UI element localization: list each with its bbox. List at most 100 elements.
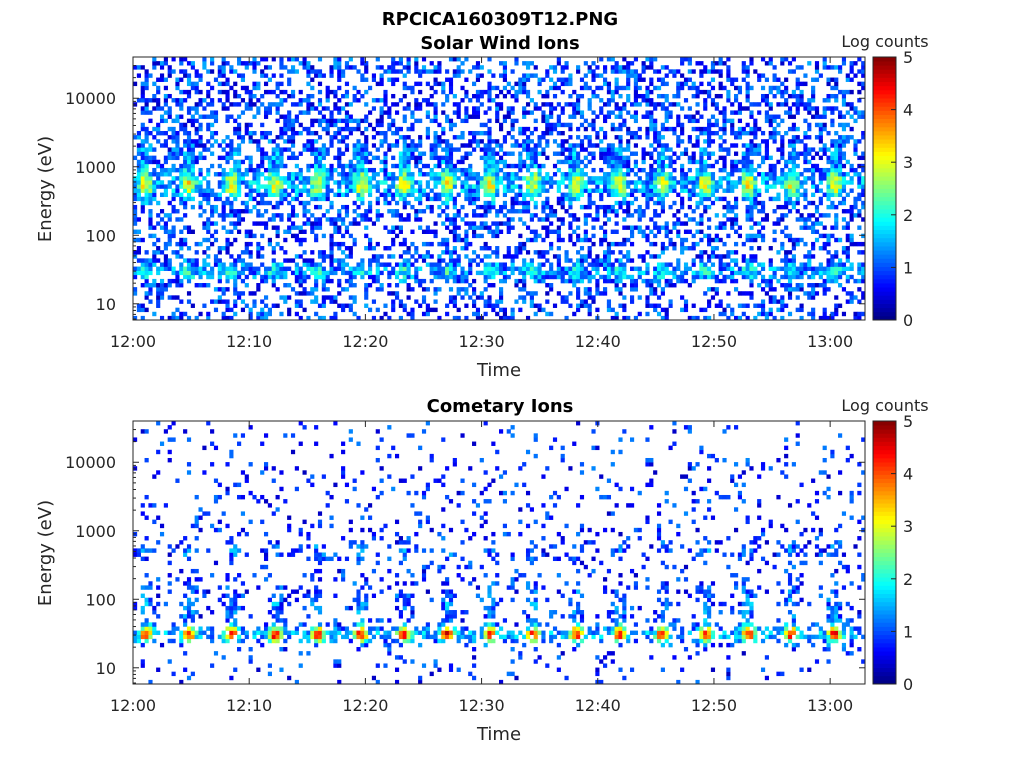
spectrogram-cell — [368, 237, 373, 243]
spectrogram-cell — [364, 147, 369, 152]
spectrogram-cell — [341, 167, 346, 173]
spectrogram-cell — [506, 130, 511, 136]
spectrogram-cell — [518, 85, 523, 91]
spectrogram-cell — [641, 167, 646, 173]
spectrogram-cell — [333, 155, 338, 161]
spectrogram-cell — [656, 188, 662, 193]
spectrogram-cell — [610, 307, 615, 313]
spectrogram-cell — [260, 315, 265, 321]
spectrogram-cell — [518, 192, 523, 198]
spectrogram-cell — [287, 225, 292, 230]
spectrogram-cell — [722, 85, 727, 91]
spectrogram-cell — [194, 106, 199, 111]
spectrogram-cell — [707, 204, 712, 210]
spectrogram-cell — [279, 311, 284, 317]
spectrogram-cell — [595, 180, 600, 185]
spectrogram-cell — [622, 106, 627, 111]
spectrogram-cell — [375, 266, 380, 271]
spectrogram-cell — [649, 89, 654, 95]
spectrogram-cell — [206, 114, 211, 119]
spectrogram-cell — [248, 188, 253, 193]
spectrogram-cell — [321, 106, 326, 111]
spectrogram-cell — [221, 73, 226, 78]
spectrogram-cell — [760, 200, 766, 206]
spectrogram-cell — [148, 176, 153, 181]
spectrogram-cell — [206, 229, 211, 234]
spectrogram-cell — [133, 135, 138, 140]
spectrogram-cell — [387, 172, 392, 177]
spectrogram-cell — [641, 61, 646, 66]
spectrogram-cell — [441, 266, 446, 271]
spectrogram-cell — [294, 130, 299, 136]
spectrogram-cell — [629, 73, 635, 78]
spectrogram-cell — [576, 159, 581, 165]
spectrogram-cell — [691, 85, 696, 91]
spectrogram-cell — [576, 69, 581, 74]
spectrogram-cell — [472, 65, 477, 70]
spectrogram-cell — [325, 217, 330, 222]
spectrogram-cell — [757, 110, 762, 115]
spectrogram-cell — [429, 167, 434, 173]
spectrogram-cell — [683, 237, 689, 243]
spectrogram-cell — [576, 65, 581, 70]
spectrogram-cell — [687, 229, 692, 234]
spectrogram-cell — [603, 159, 608, 165]
spectrogram-cell — [525, 188, 531, 193]
spectrogram-cell — [579, 258, 585, 263]
spectrogram-cell — [175, 155, 180, 161]
spectrogram-cell — [148, 287, 153, 292]
spectrogram-cell — [603, 184, 608, 189]
spectrogram-cell — [263, 106, 269, 111]
spectrogram-cell — [510, 225, 515, 230]
spectrogram-cell — [741, 303, 746, 308]
spectrogram-cell — [472, 130, 477, 136]
spectrogram-cell — [344, 93, 350, 99]
spectrogram-cell — [140, 258, 145, 263]
spectrogram-cell — [591, 241, 596, 247]
spectrogram-cell — [464, 176, 469, 181]
spectrogram-cell — [614, 176, 619, 181]
spectrogram-cell — [275, 147, 280, 152]
spectrogram-cell — [699, 151, 704, 156]
spectrogram-cell — [148, 110, 153, 115]
spectrogram-cell — [653, 233, 658, 239]
spectrogram-cell — [568, 77, 573, 82]
spectrogram-cell — [414, 270, 419, 276]
spectrogram-cell — [464, 172, 469, 177]
spectrogram-cell — [217, 192, 222, 198]
spectrogram-cell — [757, 200, 762, 206]
spectrogram-cell — [159, 65, 165, 70]
spectrogram-cell — [656, 167, 662, 173]
spectrogram-cell — [680, 167, 685, 173]
spectrogram-cell — [514, 299, 519, 304]
spectrogram-cell — [656, 180, 662, 185]
spectrogram-cell — [406, 258, 411, 263]
spectrogram-cell — [418, 159, 423, 165]
spectrogram-cell — [541, 225, 546, 230]
spectrogram-cell — [626, 184, 631, 189]
spectrogram-cell — [237, 172, 242, 177]
spectrogram-cell — [256, 110, 261, 115]
spectrogram-cell — [425, 250, 430, 255]
spectrogram-cell — [479, 73, 484, 78]
spectrogram-cell — [668, 163, 673, 169]
spectrogram-cell — [275, 118, 280, 124]
spectrogram-cell — [491, 151, 496, 156]
spectrogram-cell — [398, 159, 403, 165]
spectrogram-cell — [672, 159, 677, 165]
spectrogram-cell — [599, 192, 604, 198]
spectrogram-cell — [140, 65, 145, 70]
spectrogram-cell — [425, 130, 430, 136]
spectrogram-cell — [464, 143, 469, 148]
spectrogram-cell — [645, 233, 650, 239]
spectrogram-cell — [263, 73, 269, 78]
spectrogram-cell — [414, 274, 419, 280]
spectrogram-cell — [656, 303, 662, 308]
spectrogram-cell — [745, 213, 750, 218]
spectrogram-cell — [730, 184, 735, 189]
spectrogram-cell — [275, 163, 280, 169]
spectrogram-cell — [402, 93, 407, 99]
spectrogram-cell — [629, 274, 635, 280]
spectrogram-cell — [418, 118, 423, 124]
spectrogram-cell — [310, 139, 315, 144]
